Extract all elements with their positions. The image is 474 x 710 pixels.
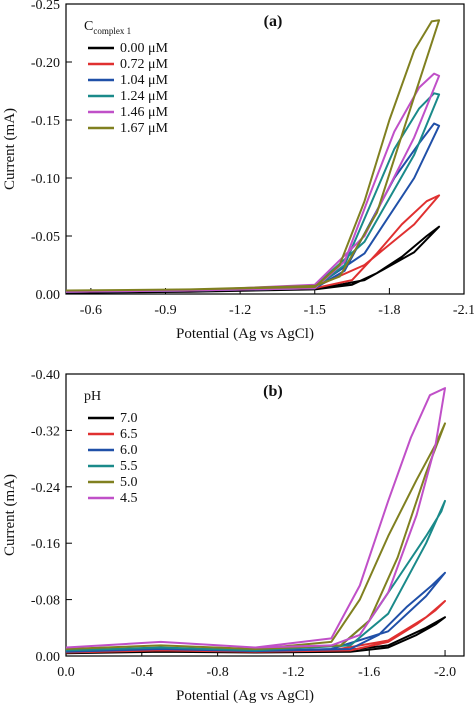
series-line xyxy=(65,571,446,653)
x-tick-label: -1.5 xyxy=(304,303,326,318)
legend-entry: 5.0 xyxy=(120,475,138,490)
legend-entry: 7.0 xyxy=(120,411,138,426)
x-axis-title: Potential (Ag vs AgCl) xyxy=(176,326,314,342)
y-tick-label: -0.24 xyxy=(31,481,60,496)
panel-b: 0.0 -0.4 -0.8 -1.2 -1.6 -2.0 0.00 -0.08 -0.16 -0.… xyxy=(2,368,465,704)
legend-entry: 1.04 μM xyxy=(120,73,169,88)
panel-label: (b) xyxy=(263,383,283,400)
y-axis-title: Current (mA) xyxy=(2,108,18,190)
legend-entry: 4.5 xyxy=(120,491,138,506)
legend-entry: 0.72 μM xyxy=(120,57,169,72)
y-tick-label: -0.15 xyxy=(31,114,60,129)
y-tick-label: -0.10 xyxy=(31,172,60,187)
y-tick-label: 0.00 xyxy=(36,288,61,303)
legend-entry: 6.0 xyxy=(120,443,138,458)
legend-title: pH xyxy=(84,389,101,404)
plot-frame xyxy=(65,3,465,295)
x-tick-label: -1.2 xyxy=(282,665,304,680)
x-tick-label: -1.6 xyxy=(358,665,380,680)
series-line xyxy=(65,19,441,292)
y-tick-label: -0.40 xyxy=(31,368,60,383)
y-tick-label: -0.32 xyxy=(31,424,60,439)
legend-entry: 6.5 xyxy=(120,427,138,442)
x-tick-label: -1.8 xyxy=(378,303,400,318)
panel-label: (a) xyxy=(264,13,283,30)
y-tick-label: 0.00 xyxy=(36,650,61,665)
y-tick-label: -0.16 xyxy=(31,537,60,552)
series-line xyxy=(65,225,441,294)
y-axis-title: Current (mA) xyxy=(2,474,18,556)
x-tick-label: -0.8 xyxy=(207,665,229,680)
legend-entry: 0.00 μM xyxy=(120,41,169,56)
y-tick-label: -0.08 xyxy=(31,594,60,609)
x-tick-label: -0.4 xyxy=(131,665,153,680)
legend-entry: 1.46 μM xyxy=(120,105,169,120)
plot-frame xyxy=(65,373,465,657)
y-tick-label: -0.20 xyxy=(31,56,60,71)
x-tick-label: -2.1 xyxy=(453,303,474,318)
x-tick-label: -0.6 xyxy=(80,303,102,318)
series-line xyxy=(65,387,446,649)
x-axis-title: Potential (Ag vs AgCl) xyxy=(176,688,314,704)
x-tick-label: -1.2 xyxy=(229,303,251,318)
y-tick-label: -0.25 xyxy=(31,0,60,13)
y-tick-label: -0.05 xyxy=(31,230,60,245)
legend-entry: 1.24 μM xyxy=(120,89,169,104)
x-tick-label: -0.9 xyxy=(154,303,176,318)
legend-entry: 5.5 xyxy=(120,459,138,474)
legend-title-sub: complex 1 xyxy=(93,26,131,36)
x-tick-label: -2.0 xyxy=(434,665,456,680)
x-tick-label: 0.0 xyxy=(57,665,75,680)
legend-entry: 1.67 μM xyxy=(120,121,169,136)
